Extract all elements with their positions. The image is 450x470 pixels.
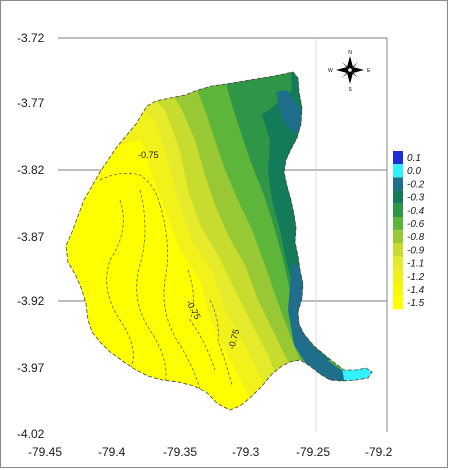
legend-swatch — [393, 243, 403, 257]
legend-label: 0.0 — [407, 166, 421, 177]
legend-label: -0.8 — [407, 232, 425, 243]
legend-swatch — [393, 203, 403, 217]
legend-label: 0.1 — [407, 153, 421, 164]
legend-label: -1.4 — [407, 285, 425, 296]
compass-w: W — [328, 68, 333, 74]
contour-lines — [99, 173, 233, 391]
legend-label: -0.9 — [407, 245, 425, 256]
legend-swatch — [393, 151, 403, 165]
compass-n: N — [348, 50, 352, 56]
legend-label: -1.1 — [407, 259, 424, 270]
legend-swatch — [393, 256, 403, 270]
legend-swatch — [393, 164, 403, 178]
x-tick-label: -79.4 — [98, 445, 126, 459]
y-tick-label: -3.97 — [17, 361, 45, 375]
y-tick-label: -4.02 — [17, 427, 45, 441]
legend-label: -0.4 — [407, 206, 425, 217]
x-tick-label: -79.45 — [28, 445, 62, 459]
y-tick-label: -3.92 — [17, 294, 45, 308]
legend-label: -1.5 — [407, 298, 425, 309]
legend: 0.1 0.0 -0.2 -0.3 -0.4 -0.6 -0.8 -0.9 -1.1 -1.2 -1… — [393, 151, 425, 310]
legend-label: -1.2 — [407, 272, 425, 283]
legend-swatch — [393, 177, 403, 191]
x-tick-label: -79.35 — [163, 445, 197, 459]
basin-outline — [65, 71, 373, 411]
legend-swatch — [393, 269, 403, 283]
basin — [66, 72, 372, 410]
legend-swatch — [393, 283, 403, 297]
x-tick-label: -79.25 — [296, 445, 330, 459]
y-tick-label: -3.72 — [17, 31, 45, 45]
x-tick-label: -79.2 — [365, 445, 393, 459]
y-tick-label: -3.77 — [17, 96, 45, 110]
compass-e: E — [367, 68, 371, 74]
legend-label: -0.6 — [407, 219, 425, 230]
y-tick-label: -3.87 — [17, 230, 45, 244]
compass-rose-icon: N S W E — [328, 50, 371, 93]
legend-swatch — [393, 296, 403, 310]
y-tick-label: -3.82 — [17, 163, 45, 177]
x-axis: -79.45 -79.4 -79.35 -79.3 -79.25 -79.2 — [28, 445, 393, 459]
contour-label-1: -0.75 — [138, 150, 159, 160]
x-tick-label: -79.3 — [232, 445, 260, 459]
legend-swatch — [393, 190, 403, 204]
legend-swatch — [393, 230, 403, 244]
legend-swatch — [393, 217, 403, 231]
legend-label: -0.2 — [407, 179, 425, 190]
legend-label: -0.3 — [407, 193, 425, 204]
y-axis: -3.72 -3.77 -3.82 -3.87 -3.92 -3.97 -4.0… — [17, 31, 45, 441]
compass-s: S — [349, 87, 353, 93]
